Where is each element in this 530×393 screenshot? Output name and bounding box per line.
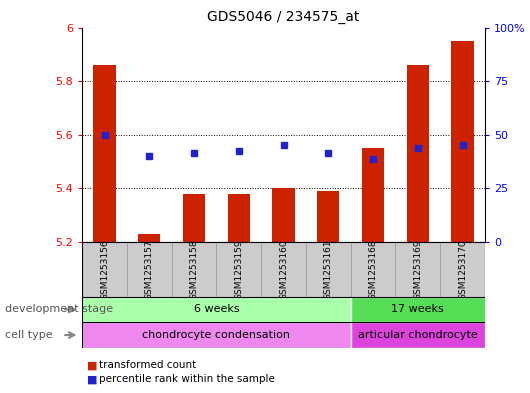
Bar [183,193,205,242]
Bar [351,322,485,348]
Bar [261,242,306,297]
Text: GSM1253170: GSM1253170 [458,239,467,299]
Bar [362,148,384,242]
Bar [227,193,250,242]
Bar [351,297,485,322]
Text: percentile rank within the sample: percentile rank within the sample [99,374,275,384]
Bar [216,242,261,297]
Bar [351,242,395,297]
Bar [127,242,172,297]
Text: chondrocyte condensation: chondrocyte condensation [143,330,290,340]
Text: GSM1253168: GSM1253168 [368,239,377,299]
Title: GDS5046 / 234575_at: GDS5046 / 234575_at [207,10,360,24]
Bar [440,242,485,297]
Bar [93,65,116,242]
Text: cell type: cell type [5,330,53,340]
Text: articular chondrocyte: articular chondrocyte [358,330,478,340]
Text: GSM1253160: GSM1253160 [279,239,288,299]
Bar [317,191,340,242]
Bar [272,188,295,242]
Text: GSM1253159: GSM1253159 [234,239,243,299]
Text: GSM1253161: GSM1253161 [324,239,333,299]
Text: 6 weeks: 6 weeks [193,305,239,314]
Text: 17 weeks: 17 weeks [392,305,444,314]
Text: ■: ■ [87,360,98,371]
Text: GSM1253157: GSM1253157 [145,239,154,299]
Bar [82,322,351,348]
Bar [452,41,474,242]
Text: ■: ■ [87,374,98,384]
Bar [407,65,429,242]
Bar [82,242,127,297]
Text: GSM1253158: GSM1253158 [190,239,199,299]
Bar [138,234,161,242]
Bar [306,242,351,297]
Bar [82,297,351,322]
Text: transformed count: transformed count [99,360,196,371]
Bar [172,242,216,297]
Text: development stage: development stage [5,305,113,314]
Text: GSM1253169: GSM1253169 [413,239,422,299]
Bar [395,242,440,297]
Text: GSM1253156: GSM1253156 [100,239,109,299]
